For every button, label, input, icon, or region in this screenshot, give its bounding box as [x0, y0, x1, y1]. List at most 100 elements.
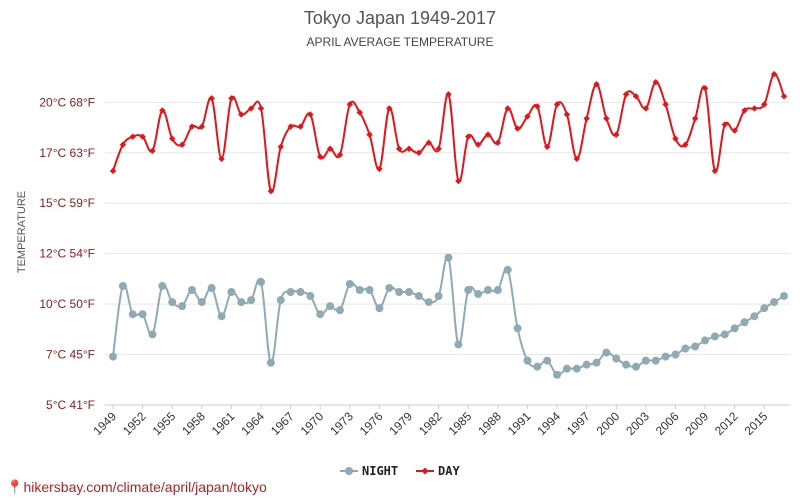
data-point-day[interactable] [524, 113, 531, 120]
data-point-night[interactable] [414, 292, 423, 301]
data-point-day[interactable] [376, 165, 383, 173]
data-point-night[interactable] [316, 310, 325, 319]
data-point-night[interactable] [207, 283, 216, 292]
data-point-day[interactable] [534, 103, 541, 110]
data-point-night[interactable] [197, 298, 206, 307]
data-point-day[interactable] [553, 101, 561, 108]
data-point-day[interactable] [613, 131, 620, 138]
data-point-night[interactable] [572, 364, 581, 373]
data-point-day[interactable] [149, 147, 156, 154]
data-point-day[interactable] [465, 133, 472, 140]
data-point-night[interactable] [168, 298, 177, 307]
data-point-day[interactable] [672, 135, 679, 142]
data-point-night[interactable] [641, 356, 650, 365]
data-point-night[interactable] [444, 253, 453, 262]
data-point-night[interactable] [109, 352, 117, 361]
data-point-day[interactable] [415, 149, 423, 156]
data-point-day[interactable] [543, 143, 551, 150]
data-point-night[interactable] [523, 356, 532, 365]
data-point-day[interactable] [326, 145, 334, 152]
data-point-night[interactable] [434, 292, 443, 301]
data-point-night[interactable] [355, 285, 364, 294]
data-point-day[interactable] [366, 131, 373, 138]
data-point-night[interactable] [533, 362, 542, 371]
data-point-night[interactable] [306, 292, 315, 301]
data-point-night[interactable] [582, 360, 591, 369]
data-point-night[interactable] [750, 312, 759, 321]
data-point-night[interactable] [553, 370, 562, 379]
data-point-day[interactable] [238, 111, 245, 118]
data-point-day[interactable] [662, 101, 669, 108]
data-point-night[interactable] [335, 306, 344, 315]
data-point-night[interactable] [118, 281, 127, 290]
data-point-night[interactable] [740, 318, 749, 327]
data-point-night[interactable] [780, 292, 788, 301]
data-point-night[interactable] [631, 362, 640, 371]
data-point-day[interactable] [317, 153, 324, 161]
data-point-day[interactable] [247, 105, 255, 112]
data-point-night[interactable] [296, 288, 305, 297]
data-point-day[interactable] [307, 111, 314, 118]
data-point-day[interactable] [652, 78, 659, 86]
data-point-day[interactable] [780, 93, 788, 100]
data-point-day[interactable] [287, 123, 294, 130]
data-point-day[interactable] [691, 115, 699, 122]
data-point-night[interactable] [187, 285, 196, 294]
data-point-night[interactable] [158, 281, 167, 290]
data-point-night[interactable] [128, 310, 137, 319]
data-point-night[interactable] [464, 285, 473, 294]
data-point-day[interactable] [169, 135, 176, 142]
data-point-night[interactable] [602, 348, 611, 357]
data-point-day[interactable] [267, 187, 275, 195]
data-point-night[interactable] [276, 296, 285, 305]
data-point-night[interactable] [326, 302, 335, 311]
legend-item-night[interactable]: NIGHT [340, 464, 398, 478]
data-point-day[interactable] [721, 121, 728, 128]
data-point-night[interactable] [730, 324, 739, 333]
data-point-day[interactable] [109, 167, 117, 175]
data-point-day[interactable] [593, 80, 600, 88]
data-point-night[interactable] [405, 288, 414, 297]
data-point-night[interactable] [178, 302, 187, 311]
data-point-night[interactable] [395, 288, 404, 297]
data-point-night[interactable] [622, 360, 631, 369]
data-point-day[interactable] [504, 105, 511, 112]
data-point-day[interactable] [257, 105, 265, 112]
data-point-day[interactable] [484, 131, 492, 138]
data-point-day[interactable] [514, 125, 521, 132]
data-point-night[interactable] [503, 265, 512, 274]
data-point-day[interactable] [405, 145, 413, 152]
data-point-day[interactable] [701, 85, 709, 92]
data-point-night[interactable] [385, 283, 394, 292]
data-point-night[interactable] [562, 364, 571, 373]
legend-item-day[interactable]: DAY [416, 464, 460, 478]
source-link[interactable]: hikersbay.com/climate/april/japan/tokyo [23, 479, 267, 495]
data-point-day[interactable] [751, 105, 758, 112]
data-point-night[interactable] [493, 285, 502, 294]
data-point-day[interactable] [603, 115, 610, 122]
data-point-night[interactable] [345, 279, 354, 288]
data-point-day[interactable] [218, 155, 225, 163]
data-point-night[interactable] [671, 350, 680, 359]
legend[interactable]: NIGHT DAY [340, 464, 460, 478]
data-point-day[interactable] [770, 70, 778, 78]
data-point-day[interactable] [159, 107, 166, 114]
data-point-day[interactable] [455, 177, 462, 185]
data-point-day[interactable] [682, 141, 689, 148]
data-point-night[interactable] [266, 358, 275, 367]
data-point-night[interactable] [760, 304, 769, 313]
data-point-day[interactable] [425, 139, 432, 146]
data-point-day[interactable] [711, 167, 719, 175]
data-point-day[interactable] [119, 141, 127, 148]
data-point-day[interactable] [208, 95, 215, 102]
data-point-night[interactable] [148, 330, 157, 339]
data-point-day[interactable] [356, 109, 363, 116]
data-point-day[interactable] [435, 145, 442, 152]
data-point-day[interactable] [178, 141, 186, 148]
data-point-night[interactable] [217, 312, 226, 321]
data-point-night[interactable] [513, 324, 522, 333]
data-point-night[interactable] [454, 340, 463, 349]
data-point-day[interactable] [346, 101, 354, 108]
data-point-day[interactable] [563, 111, 571, 118]
data-point-night[interactable] [483, 285, 492, 294]
